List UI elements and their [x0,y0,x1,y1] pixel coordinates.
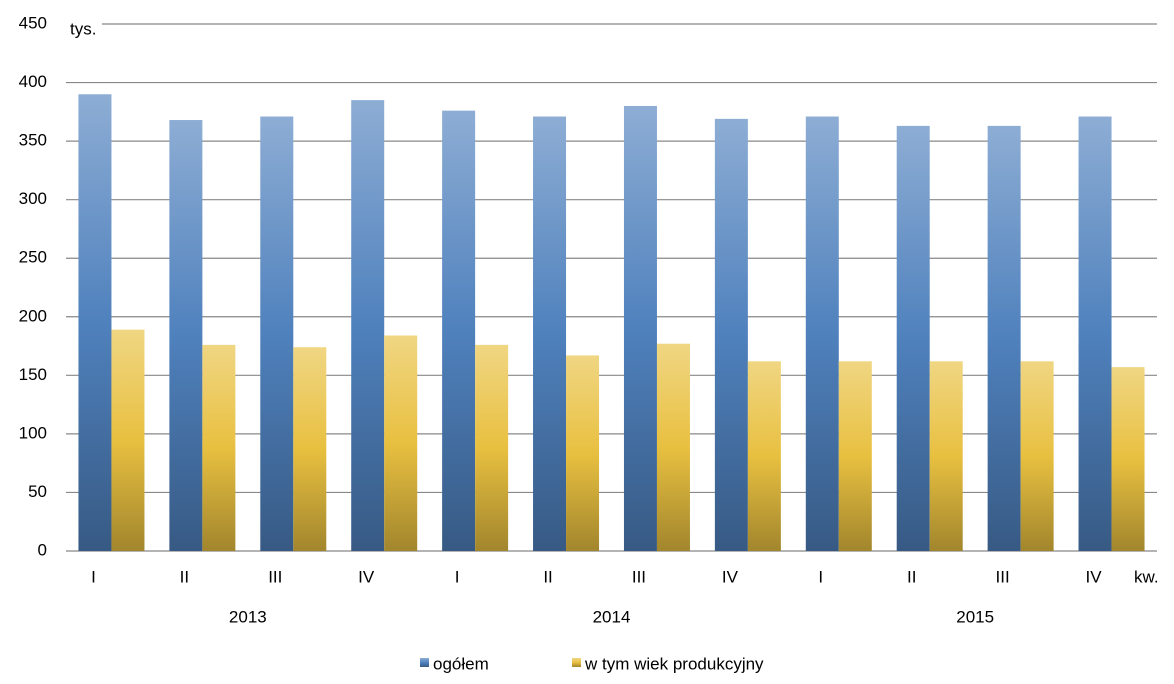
y-tick-label: 400 [19,72,47,91]
bar [566,355,600,551]
bar [747,361,781,551]
bar [260,116,294,552]
x-tick-label: III [996,567,1010,586]
y-unit: tys. [70,19,96,38]
x-tick-label: I [91,567,96,586]
bar [1020,361,1054,551]
bar [533,116,567,552]
bar [78,94,112,552]
bar [656,343,690,551]
unit-backdrop [58,12,102,36]
x-tick-label: III [632,567,646,586]
bar [805,116,839,552]
bar [293,347,327,551]
y-tick-label: 50 [28,482,47,501]
bar [111,329,145,551]
x-unit: kw. [1134,567,1159,586]
bar [1111,367,1145,551]
x-tick-label: II [543,567,552,586]
bar [1078,116,1112,552]
y-tick-label: 100 [19,423,47,442]
y-tick-label: 0 [38,540,47,559]
x-tick-label: I [455,567,460,586]
bar [442,110,476,551]
legend-label: w tym wiek produkcyjny [584,654,764,673]
bar [351,100,385,551]
bar [929,361,963,551]
y-tick-label: 150 [19,365,47,384]
y-tick-label: 200 [19,306,47,325]
year-label: 2013 [229,607,267,626]
bar [169,120,203,551]
bar [714,118,748,552]
bar [896,125,930,552]
x-tick-label: IV [722,567,739,586]
legend-label: ogółem [433,654,489,673]
bar [987,125,1021,552]
x-tick-label: II [180,567,189,586]
bar [475,344,509,551]
legend-swatch [420,658,429,667]
legend-swatch [572,658,581,667]
year-label: 2015 [956,607,994,626]
bar [384,335,418,551]
x-tick-label: IV [358,567,375,586]
bar [838,361,872,551]
y-tick-label: 250 [19,248,47,267]
bar [202,344,236,551]
x-tick-label: III [268,567,282,586]
year-label: 2014 [593,607,631,626]
x-tick-label: I [818,567,823,586]
bar [623,105,657,551]
x-tick-label: II [907,567,916,586]
y-tick-label: 300 [19,189,47,208]
x-tick-label: IV [1086,567,1103,586]
y-tick-label: 350 [19,131,47,150]
y-tick-label: 450 [19,13,47,32]
